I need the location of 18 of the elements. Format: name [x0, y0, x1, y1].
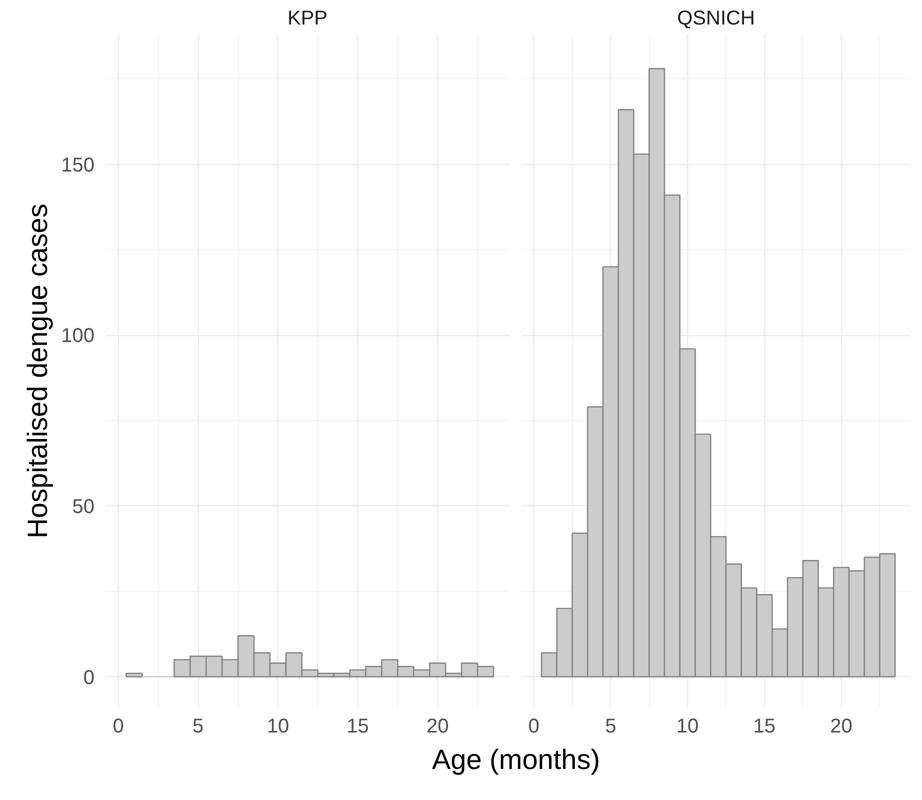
- x-tick-label: 20: [830, 716, 852, 738]
- y-tick-label: 150: [61, 154, 95, 176]
- x-tick-label: 20: [426, 716, 449, 738]
- chart-title: KPP: [287, 8, 328, 30]
- y-tick-label: 100: [61, 325, 95, 348]
- x-axis-title: Age (months): [432, 743, 600, 777]
- x-tick-label: 5: [605, 716, 616, 738]
- x-tick-label: 10: [676, 716, 699, 738]
- x-tick-label: 5: [192, 716, 204, 738]
- chart-title: QSNICH: [677, 8, 755, 30]
- x-tick-label: 15: [346, 716, 369, 738]
- y-tick-label: 0: [83, 666, 94, 689]
- x-tick-label: 0: [528, 716, 540, 738]
- x-tick-label: 10: [266, 716, 290, 738]
- y-tick-label: 50: [72, 496, 95, 518]
- y-axis-title: Hospitalised dengue cases: [22, 204, 54, 538]
- x-tick-label: 0: [112, 716, 124, 738]
- x-tick-label: 15: [753, 716, 776, 738]
